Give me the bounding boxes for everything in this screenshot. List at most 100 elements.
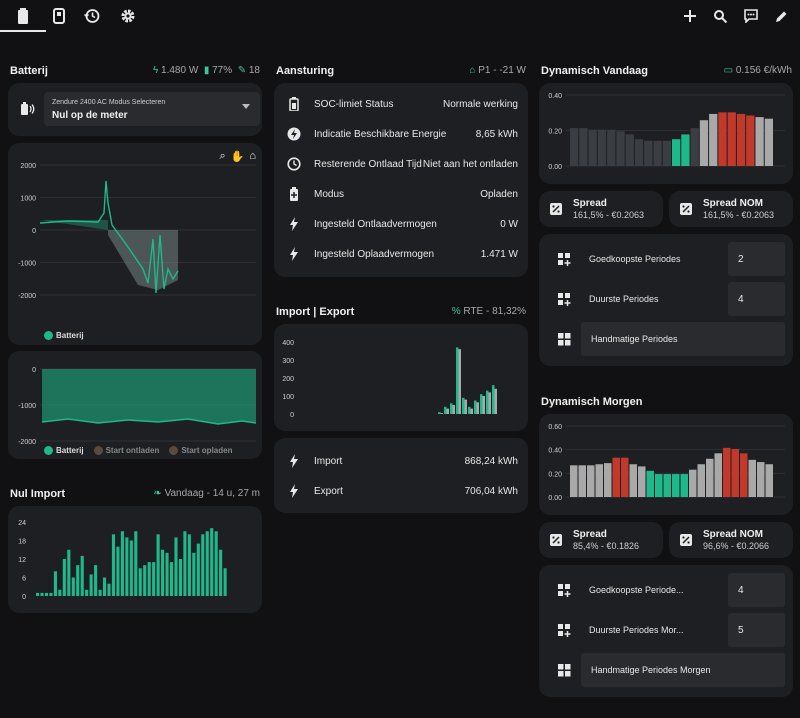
expensive-periods-tomorrow-input[interactable]: 5	[728, 613, 785, 647]
bar	[165, 552, 169, 596]
row-remaining-time[interactable]: Resterende Ontlaad Tijd Niet aan het ontl…	[274, 149, 528, 179]
battery-icon	[18, 8, 28, 24]
pencil-icon	[775, 11, 786, 22]
tick-label: 0.40	[548, 93, 562, 100]
search-button[interactable]	[710, 6, 730, 26]
chevron-down-icon	[242, 104, 250, 109]
vandaag-spreadnom-card[interactable]: Spread NOM 161,5% - €0.2063	[669, 191, 793, 227]
price-bar	[680, 474, 688, 497]
plus-icon	[684, 10, 696, 22]
morgen-spreadnom-card[interactable]: Spread NOM 96,6% - €0.2066	[669, 522, 793, 558]
aansturing-info: ⌂ P1 - -21 W	[469, 65, 526, 76]
price-bar	[612, 457, 620, 497]
cheapest-periods-tomorrow-input[interactable]: 4	[728, 573, 785, 607]
bar-export	[452, 405, 455, 414]
tab-device[interactable]	[44, 4, 74, 28]
grid-plus-icon	[547, 583, 581, 597]
morgen-spread-card[interactable]: Spread 85,4% - €0.1826	[539, 522, 663, 558]
leaf-icon: ❧	[153, 488, 162, 499]
row-mode[interactable]: Modus Opladen	[274, 179, 528, 209]
bar-import	[438, 412, 441, 414]
cash-icon: ▭	[723, 65, 734, 76]
bar-import	[462, 397, 465, 414]
bar-import	[492, 385, 495, 414]
tick-label: 0.40	[548, 448, 562, 455]
row-soc-limit[interactable]: SOC-limiet Status Normale werking	[274, 89, 528, 119]
bar-import	[486, 390, 489, 414]
series-area	[42, 369, 256, 424]
grid-icon	[547, 332, 581, 346]
row-charge-power[interactable]: Ingesteld Oplaadvermogen 1.471 W	[274, 239, 528, 269]
bar	[201, 534, 205, 596]
price-bar	[690, 128, 699, 166]
vandaag-price-chart: 0.40 0.20 0.00	[539, 83, 793, 184]
zoom-icon[interactable]: ⌕	[219, 150, 226, 162]
price-bar	[655, 474, 663, 497]
bar	[129, 540, 133, 596]
bar	[44, 592, 49, 596]
battery-power-chart: ⌕ ✋ ⌂ 2000 1000 0 -1000 -2000 Batterij	[8, 143, 262, 345]
tab-settings[interactable]	[113, 4, 143, 28]
price-bar	[736, 113, 746, 166]
importexport-card: Import 868,24 kWh Export 706,04 kWh	[274, 438, 528, 513]
tab-battery[interactable]	[0, 4, 46, 32]
price-bar	[604, 463, 612, 497]
row-export[interactable]: Export 706,04 kWh	[274, 476, 528, 506]
tick-label: 6	[22, 576, 26, 583]
bar	[192, 552, 196, 596]
bar	[196, 543, 200, 596]
price-bar	[689, 469, 697, 497]
price-bar	[718, 112, 727, 166]
morgen-price-chart: 0.60 0.40 0.20 0.00	[539, 414, 793, 515]
manual-periods-input[interactable]: Handmatige Periodes	[581, 322, 785, 356]
percent-icon: %	[451, 306, 461, 317]
add-button[interactable]	[680, 6, 700, 26]
bar	[116, 546, 120, 596]
price-bar	[765, 464, 773, 497]
mode-select[interactable]: Zendure 2400 AC Modus Selecteren Nul op …	[44, 92, 260, 126]
cheapest-periods-input[interactable]: 2	[728, 242, 785, 276]
bar	[152, 562, 156, 596]
nulimport-title: Nul Import	[10, 488, 65, 500]
tick-label: 18	[18, 539, 26, 546]
bar	[187, 534, 191, 596]
row-energy[interactable]: Indicatie Beschikbare Energie 8,65 kWh	[274, 119, 528, 149]
price-bar	[588, 129, 597, 166]
manual-periods-tomorrow-input[interactable]: Handmatige Periodes Morgen	[581, 653, 785, 687]
row-import[interactable]: Import 868,24 kWh	[274, 446, 528, 476]
legend-start-opladen[interactable]: Start opladen	[169, 446, 232, 455]
bar-export	[488, 392, 491, 414]
vandaag-periods-card: Goedkoopste Periodes 2 Duurste Periodes 4 …	[539, 234, 793, 366]
assist-button[interactable]	[741, 6, 761, 26]
price-bar	[706, 458, 714, 497]
tick-label: 300	[282, 358, 294, 365]
price-bar	[748, 459, 756, 497]
legend-start-ontladen[interactable]: Start ontladen	[93, 446, 159, 455]
bar-import	[480, 394, 483, 414]
row-discharge-power[interactable]: Ingesteld Ontlaadvermogen 0 W	[274, 209, 528, 239]
price-bar	[714, 453, 722, 497]
bar	[161, 549, 165, 596]
home-icon[interactable]: ⌂	[249, 150, 256, 162]
price-bar	[757, 462, 765, 497]
expensive-periods-input[interactable]: 4	[728, 282, 785, 316]
pan-icon[interactable]: ✋	[230, 151, 245, 163]
clock-icon	[274, 157, 314, 171]
tab-history[interactable]	[77, 4, 107, 28]
battery-level-icon	[274, 97, 314, 111]
price-bar	[579, 128, 588, 166]
mode-select-card: Zendure 2400 AC Modus Selecteren Nul op …	[8, 83, 262, 136]
bar	[223, 568, 227, 596]
grid-plus-icon	[547, 623, 581, 637]
legend-batterij-2[interactable]: Batterij	[44, 446, 84, 455]
price-bar	[746, 115, 755, 166]
tick-label: 0	[32, 228, 36, 235]
bolt-icon: ϟ	[152, 65, 159, 76]
legend-batterij[interactable]: Batterij	[44, 331, 84, 340]
edit-button[interactable]	[771, 6, 791, 26]
vandaag-spread-card[interactable]: Spread 161,5% - €0.2063	[539, 191, 663, 227]
bar	[111, 534, 116, 596]
vandaag-title: Dynamisch Vandaag	[541, 65, 648, 77]
flash-icon	[274, 454, 314, 468]
price-bar	[731, 448, 739, 497]
